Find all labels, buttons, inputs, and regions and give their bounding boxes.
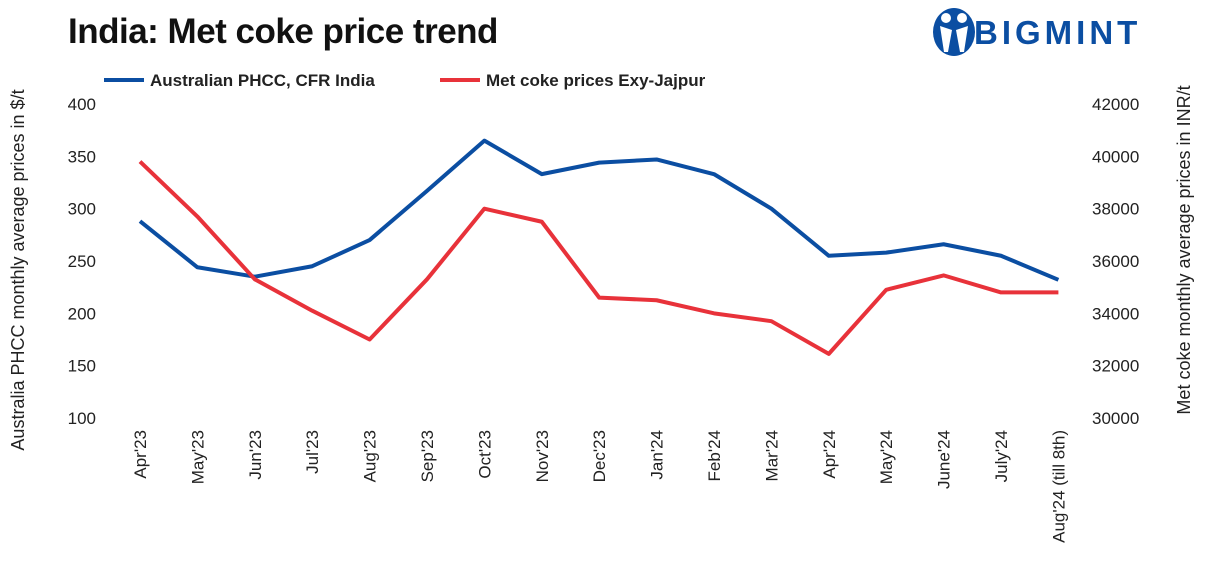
- x-tick-label: Apr'24: [820, 430, 839, 479]
- left-y-tick-label: 100: [68, 409, 96, 428]
- right-y-tick-label: 42000: [1092, 95, 1139, 114]
- chart-title: India: Met coke price trend: [68, 12, 498, 51]
- right-axis-label: Met coke monthly average prices in INR/t: [1174, 85, 1194, 414]
- x-tick-label: Apr'23: [131, 430, 150, 479]
- x-tick-label: Jul'23: [303, 430, 322, 474]
- right-y-tick-label: 36000: [1092, 252, 1139, 271]
- right-y-tick-label: 38000: [1092, 200, 1139, 219]
- left-y-tick-label: 150: [68, 357, 96, 376]
- x-tick-label: Oct'23: [475, 430, 494, 479]
- left-y-tick-label: 250: [68, 252, 96, 271]
- logo-text: BIGMINT: [974, 14, 1142, 51]
- left-axis-label: Australia PHCC monthly average prices in…: [8, 89, 28, 450]
- x-tick-label: Jun'23: [246, 430, 265, 480]
- series-line: [138, 160, 1059, 356]
- x-tick-label: Nov'23: [533, 430, 552, 482]
- x-tick-label: Mar'24: [762, 430, 781, 481]
- left-y-tick-label: 300: [68, 200, 96, 219]
- x-tick-label: May'24: [877, 430, 896, 484]
- x-tick-label: Aug'24 (till 8th): [1049, 430, 1068, 543]
- x-tick-label: Sep'23: [418, 430, 437, 482]
- x-tick-label: Dec'23: [590, 430, 609, 482]
- x-tick-label: Jan'24: [648, 430, 667, 480]
- left-y-tick-label: 400: [68, 95, 96, 114]
- legend-label: Met coke prices Exy-Jajpur: [486, 71, 706, 90]
- left-y-tick-label: 200: [68, 304, 96, 323]
- x-tick-label: Feb'24: [705, 430, 724, 481]
- x-tick-label: May'23: [188, 430, 207, 484]
- x-tick-label: June'24: [935, 430, 954, 489]
- x-tick-label: Aug'23: [361, 430, 380, 482]
- series-line: [138, 138, 1060, 282]
- bigmint-logo-icon: [933, 8, 975, 56]
- left-y-tick-label: 350: [68, 147, 96, 166]
- right-y-tick-label: 40000: [1092, 147, 1139, 166]
- legend-label: Australian PHCC, CFR India: [150, 71, 375, 90]
- right-y-tick-label: 32000: [1092, 357, 1139, 376]
- x-tick-label: July'24: [992, 430, 1011, 482]
- right-y-tick-label: 34000: [1092, 304, 1139, 323]
- right-y-tick-label: 30000: [1092, 409, 1139, 428]
